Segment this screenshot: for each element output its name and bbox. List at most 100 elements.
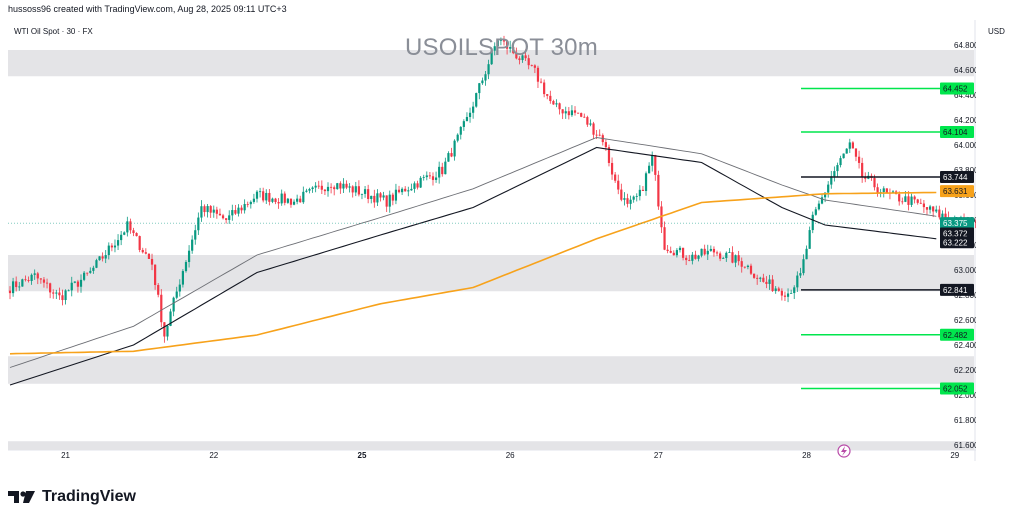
candle xyxy=(187,245,191,268)
candle xyxy=(422,174,425,181)
candle xyxy=(657,170,660,210)
candle xyxy=(305,188,308,193)
price-tick-label: 62.200 xyxy=(954,366,976,375)
candle xyxy=(663,221,666,251)
price-tick-label: 64.400 xyxy=(954,91,976,100)
candle xyxy=(27,276,30,283)
candle xyxy=(413,181,416,193)
candle xyxy=(910,193,913,208)
candle xyxy=(851,141,854,149)
candle xyxy=(549,90,552,104)
zone-band-3 xyxy=(8,441,974,450)
candle xyxy=(8,286,12,300)
candle xyxy=(833,166,836,182)
candle xyxy=(938,205,941,220)
candle xyxy=(394,183,398,205)
candle xyxy=(231,204,234,221)
candle xyxy=(749,263,753,275)
candle xyxy=(712,246,716,257)
candle xyxy=(623,192,626,206)
candle xyxy=(191,235,194,254)
candle xyxy=(857,150,861,169)
candle xyxy=(697,254,700,262)
candle xyxy=(249,200,252,209)
candle xyxy=(45,278,49,289)
candle xyxy=(425,171,428,181)
candle xyxy=(848,138,851,153)
candle xyxy=(456,133,459,143)
candle xyxy=(55,289,58,300)
candle xyxy=(311,186,314,193)
candle xyxy=(407,186,410,197)
candle xyxy=(543,79,546,98)
candle xyxy=(808,226,811,249)
candle xyxy=(79,274,83,293)
price-chart[interactable]: 61.600 61.800 62.000 62.200 62.400 62.600 62.8… xyxy=(8,20,976,461)
candle xyxy=(416,180,419,190)
candle xyxy=(178,279,181,297)
candle xyxy=(734,254,737,268)
candle xyxy=(564,106,567,119)
candle xyxy=(135,232,138,237)
candle xyxy=(302,186,305,204)
candle xyxy=(434,171,438,183)
candle xyxy=(898,191,901,206)
candle xyxy=(799,267,802,279)
candle xyxy=(570,105,574,117)
candle xyxy=(36,271,39,285)
candle xyxy=(379,191,382,202)
candle xyxy=(765,276,768,289)
candle xyxy=(814,206,817,216)
candle xyxy=(573,106,577,116)
candle xyxy=(703,244,706,256)
candle xyxy=(685,255,688,266)
candle xyxy=(252,193,256,204)
candle xyxy=(867,171,870,180)
time-tick-label: 22 xyxy=(209,451,218,460)
candle xyxy=(465,112,469,122)
candle xyxy=(786,288,790,303)
candle xyxy=(194,224,197,245)
candle xyxy=(76,279,80,293)
candle xyxy=(104,250,107,264)
candle xyxy=(533,64,536,74)
candle xyxy=(154,264,157,290)
candle xyxy=(89,267,92,274)
candle xyxy=(391,192,394,206)
candle xyxy=(552,99,555,105)
candle xyxy=(447,151,450,162)
candle xyxy=(296,194,299,205)
candle xyxy=(916,198,919,205)
candle xyxy=(147,253,151,259)
candle xyxy=(83,271,86,282)
candle xyxy=(518,56,521,65)
candle xyxy=(120,230,123,246)
chart-area[interactable]: 61.600 61.800 62.000 62.200 62.400 62.600 62.8… xyxy=(8,20,976,461)
candle xyxy=(632,195,635,203)
candle xyxy=(805,245,808,260)
candle xyxy=(524,49,527,61)
candle xyxy=(110,243,113,252)
candle xyxy=(845,148,848,154)
candle xyxy=(289,198,293,208)
candle xyxy=(61,289,64,306)
level-price-tag xyxy=(940,171,974,183)
price-tick-label: 64.600 xyxy=(954,66,976,75)
candle xyxy=(86,272,89,276)
candle xyxy=(221,213,225,220)
currency-label[interactable]: USD xyxy=(988,27,1005,36)
price-tick-label: 62.400 xyxy=(954,341,976,350)
candle xyxy=(286,197,289,204)
candle xyxy=(21,278,24,287)
candle xyxy=(70,276,73,297)
brand-logo[interactable]: TradingView xyxy=(8,488,136,506)
candle xyxy=(323,188,327,196)
candle xyxy=(462,119,465,131)
candle xyxy=(73,281,76,284)
candle xyxy=(641,186,645,192)
candle xyxy=(546,94,549,100)
candle xyxy=(512,42,515,55)
candle xyxy=(907,191,910,211)
candle xyxy=(935,205,938,214)
candle xyxy=(629,195,632,210)
